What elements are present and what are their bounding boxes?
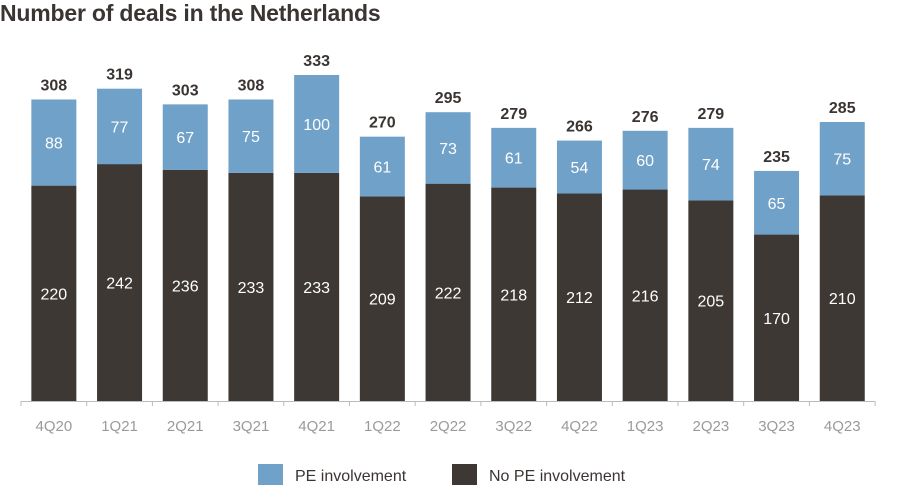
data-label-no-pe: 209 <box>369 292 396 309</box>
x-tick-label: 1Q21 <box>101 418 138 435</box>
bar-no-pe <box>491 187 537 401</box>
data-label-no-pe: 170 <box>763 311 790 328</box>
data-label-no-pe: 210 <box>829 291 856 308</box>
data-label-pe: 77 <box>111 119 129 136</box>
bar-no-pe <box>162 169 208 401</box>
bar-pe <box>97 88 143 165</box>
data-label-total: 279 <box>500 106 527 123</box>
legend-label: PE involvement <box>295 468 407 485</box>
data-label-total: 285 <box>829 100 856 117</box>
bar-pe <box>688 127 734 201</box>
bar-pe <box>491 127 537 188</box>
data-label-total: 308 <box>40 77 67 94</box>
x-tick-label: 3Q23 <box>758 418 795 435</box>
x-tick-label: 3Q21 <box>233 418 270 435</box>
data-label-no-pe: 216 <box>632 288 659 305</box>
x-tick-label: 3Q22 <box>495 418 532 435</box>
data-label-pe: 100 <box>303 117 330 134</box>
bar-pe <box>162 104 208 170</box>
bar-no-pe <box>688 200 734 401</box>
data-label-total: 270 <box>369 115 396 132</box>
chart-title: Number of deals in the Netherlands <box>0 0 381 26</box>
bar-no-pe <box>425 183 471 401</box>
data-label-pe: 67 <box>176 130 194 147</box>
data-label-no-pe: 233 <box>303 280 330 297</box>
x-tick-label: 2Q22 <box>430 418 467 435</box>
data-label-no-pe: 236 <box>172 278 199 295</box>
bar-pe <box>819 121 865 196</box>
data-label-total: 308 <box>238 77 265 94</box>
legend-swatch <box>452 464 477 485</box>
bar-no-pe <box>31 185 77 401</box>
x-tick-label: 4Q20 <box>35 418 72 435</box>
x-tick-label: 2Q23 <box>692 418 729 435</box>
bar-pe <box>754 170 800 235</box>
data-label-pe: 88 <box>45 136 63 153</box>
data-label-no-pe: 220 <box>40 286 67 303</box>
data-label-pe: 60 <box>636 153 654 170</box>
data-label-pe: 54 <box>571 160 589 177</box>
data-label-pe: 74 <box>702 157 720 174</box>
bar-no-pe <box>228 172 274 401</box>
x-tick-label: 4Q23 <box>824 418 861 435</box>
bar-pe <box>359 136 405 197</box>
data-label-no-pe: 218 <box>500 287 527 304</box>
data-label-pe: 61 <box>505 151 523 168</box>
data-label-total: 279 <box>697 106 724 123</box>
data-label-no-pe: 242 <box>106 276 133 293</box>
bar-pe <box>31 99 77 186</box>
data-label-no-pe: 205 <box>697 294 724 311</box>
x-tick-label: 1Q22 <box>364 418 401 435</box>
data-label-pe: 61 <box>373 160 391 177</box>
bar-pe <box>622 130 668 190</box>
bar-pe <box>228 99 274 173</box>
data-label-total: 266 <box>566 119 593 136</box>
bar-no-pe <box>359 196 405 401</box>
data-label-total: 276 <box>632 109 659 126</box>
bar-no-pe <box>754 234 800 401</box>
data-label-total: 319 <box>106 67 133 84</box>
bar-no-pe <box>622 189 668 401</box>
bar-no-pe <box>556 193 602 401</box>
data-label-pe: 75 <box>833 152 851 169</box>
x-tick-label: 4Q21 <box>298 418 335 435</box>
x-tick-label: 1Q23 <box>627 418 664 435</box>
bar-no-pe <box>819 195 865 401</box>
bar-pe <box>556 140 602 194</box>
data-label-total: 303 <box>172 82 199 99</box>
bar-pe <box>294 75 340 173</box>
data-label-pe: 75 <box>242 129 260 146</box>
bar-no-pe <box>97 164 143 401</box>
legend-label: No PE involvement <box>489 468 626 485</box>
x-tick-label: 2Q21 <box>167 418 204 435</box>
data-label-total: 333 <box>303 53 330 70</box>
data-label-total: 295 <box>435 90 462 107</box>
data-label-pe: 73 <box>439 141 457 158</box>
bar-pe <box>425 112 471 184</box>
x-tick-label: 4Q22 <box>561 418 598 435</box>
data-label-pe: 65 <box>768 196 786 213</box>
data-label-total: 235 <box>763 149 790 166</box>
legend-swatch <box>258 464 283 485</box>
bar-no-pe <box>294 172 340 401</box>
data-label-no-pe: 222 <box>435 285 462 302</box>
data-label-no-pe: 212 <box>566 290 593 307</box>
data-label-no-pe: 233 <box>238 280 265 297</box>
